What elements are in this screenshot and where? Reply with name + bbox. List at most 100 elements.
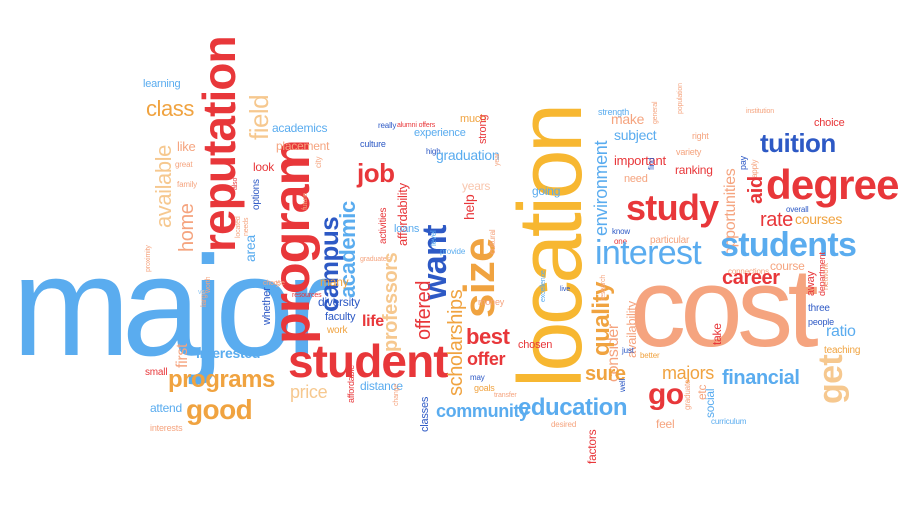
word-connections: connections: [728, 267, 769, 276]
word-take: take: [710, 323, 724, 345]
word-students: students: [720, 226, 857, 264]
word-well: well: [618, 378, 627, 392]
word-environment: environment: [591, 140, 611, 236]
word-look: look: [253, 160, 275, 174]
word-worth: worth: [205, 276, 212, 293]
word-get: get: [812, 355, 850, 404]
word-interested: interested: [196, 345, 261, 361]
word-vs-tiny: vs: [198, 289, 205, 296]
word-learning: learning: [143, 78, 181, 90]
word-population: population: [677, 83, 684, 114]
word-better: better: [640, 351, 660, 360]
word-education: education: [518, 394, 628, 421]
word-choose: choose: [263, 280, 285, 287]
word-strength: strength: [598, 107, 630, 117]
word-variety: variety: [676, 147, 702, 157]
word-away: away: [805, 271, 817, 296]
word-study: study: [626, 187, 719, 228]
word-graduate: graduate: [683, 379, 692, 410]
word-interests: interests: [150, 423, 183, 433]
word-attend: attend: [150, 401, 182, 415]
word-student: student: [288, 335, 449, 387]
word-alumni-offers: alumni offers: [397, 122, 436, 129]
word-teaching: teaching: [824, 345, 861, 356]
word-factors: factors: [585, 429, 599, 464]
word-family: family: [177, 180, 197, 189]
word-help: help: [461, 194, 477, 220]
word-best: best: [466, 324, 510, 349]
word-available: available: [151, 145, 176, 228]
word-degree: degree: [766, 161, 900, 208]
word-desired: desired: [551, 420, 577, 429]
word-whether: whether: [261, 287, 273, 325]
word-know: know: [612, 227, 631, 236]
word-professors: professors: [380, 252, 402, 352]
word-three: three: [808, 303, 830, 314]
word-particular: particular: [650, 235, 690, 246]
word-financial: financial: [722, 367, 800, 389]
word-going: going: [532, 184, 561, 198]
word-make: make: [611, 111, 645, 127]
word-first: first: [174, 343, 191, 368]
word-level: level: [429, 230, 438, 246]
word-really: really: [378, 121, 397, 130]
word-diversity: diversity: [318, 295, 360, 309]
word-curriculum: curriculum: [711, 417, 747, 426]
word-go: go: [648, 378, 684, 411]
word-proximity: proximity: [145, 245, 152, 272]
word-just: just: [622, 346, 634, 355]
word-transfer: transfer: [494, 392, 517, 399]
word-culture: culture: [360, 139, 386, 149]
word-ratio: ratio: [826, 323, 856, 340]
word-right: right: [692, 131, 709, 141]
word-goals: goals: [474, 383, 495, 393]
word-area: area: [242, 235, 258, 262]
word-loans: loans: [394, 223, 420, 235]
word-feel: feel: [656, 417, 675, 431]
word-resources: resources: [292, 292, 322, 299]
word-courses: courses: [795, 211, 843, 227]
word-class: class: [146, 96, 194, 121]
word-experience: experience: [414, 127, 466, 139]
word-course: course: [770, 259, 805, 273]
word-find: find: [647, 157, 656, 170]
word-placement: placement: [276, 139, 330, 153]
word-research: research: [600, 274, 607, 301]
word-one: one: [614, 237, 627, 246]
word-offer: offer: [467, 349, 506, 369]
word-activities: activities: [378, 207, 389, 244]
word-faculty: faculty: [325, 311, 356, 323]
word-interest: interest: [595, 234, 702, 272]
word-aid: aid: [745, 176, 767, 204]
word-tuition: tuition: [760, 128, 836, 158]
word-network: network: [821, 263, 830, 290]
word-important: important: [614, 153, 666, 168]
word-many: many: [320, 275, 349, 289]
word-subject: subject: [614, 127, 657, 143]
word-majors: majors: [662, 363, 714, 383]
word-excellence: excellence: [540, 270, 547, 302]
word-graduation: graduation: [436, 147, 500, 163]
word-needs: needs: [243, 217, 250, 236]
word-apply: apply: [750, 159, 759, 178]
word-live: live: [560, 286, 570, 293]
word-community: community: [436, 401, 529, 421]
word-work: work: [327, 325, 348, 336]
word-affordable: affordable: [346, 364, 356, 403]
word-pay: pay: [738, 156, 748, 170]
word-offered: offered: [413, 280, 435, 340]
word-may: may: [470, 373, 485, 382]
word-major: major: [12, 227, 333, 386]
word-located: located: [235, 216, 242, 238]
word-city: city: [314, 156, 323, 168]
word-graduates: graduates: [360, 256, 390, 263]
word-social: social: [703, 388, 717, 418]
word-good: good: [186, 394, 253, 425]
word-small: small: [145, 367, 168, 378]
word-price: price: [290, 382, 328, 402]
word-options: options: [251, 179, 262, 210]
word-people: people: [808, 317, 834, 327]
word-need: need: [624, 173, 648, 185]
word-high: high: [426, 147, 441, 156]
